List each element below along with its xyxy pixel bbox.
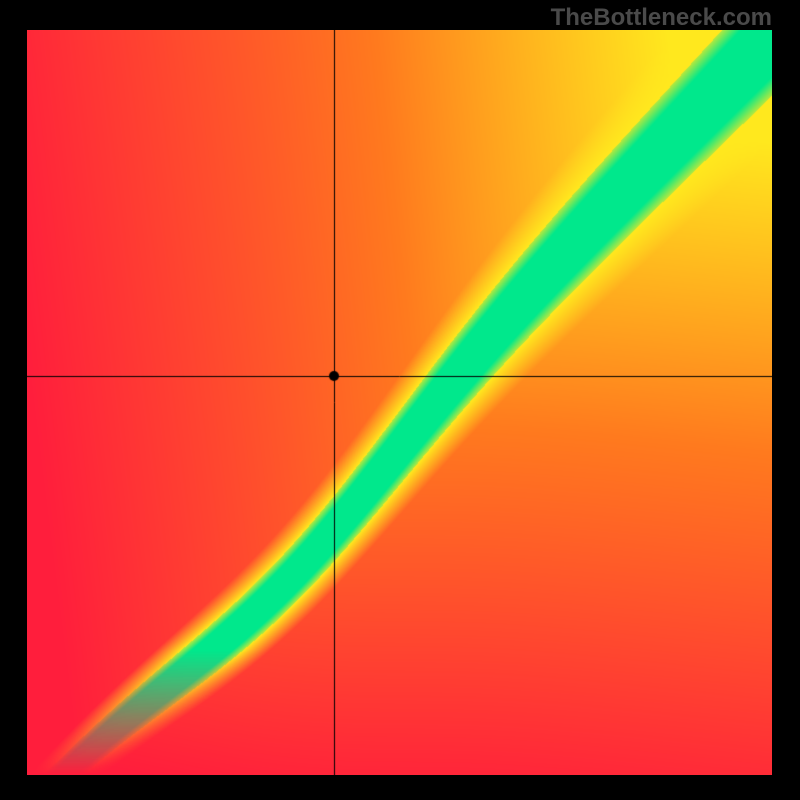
chart-container: TheBottleneck.com bbox=[0, 0, 800, 800]
watermark-text: TheBottleneck.com bbox=[551, 4, 772, 32]
plot-area bbox=[27, 30, 772, 775]
heatmap-canvas bbox=[27, 30, 772, 775]
